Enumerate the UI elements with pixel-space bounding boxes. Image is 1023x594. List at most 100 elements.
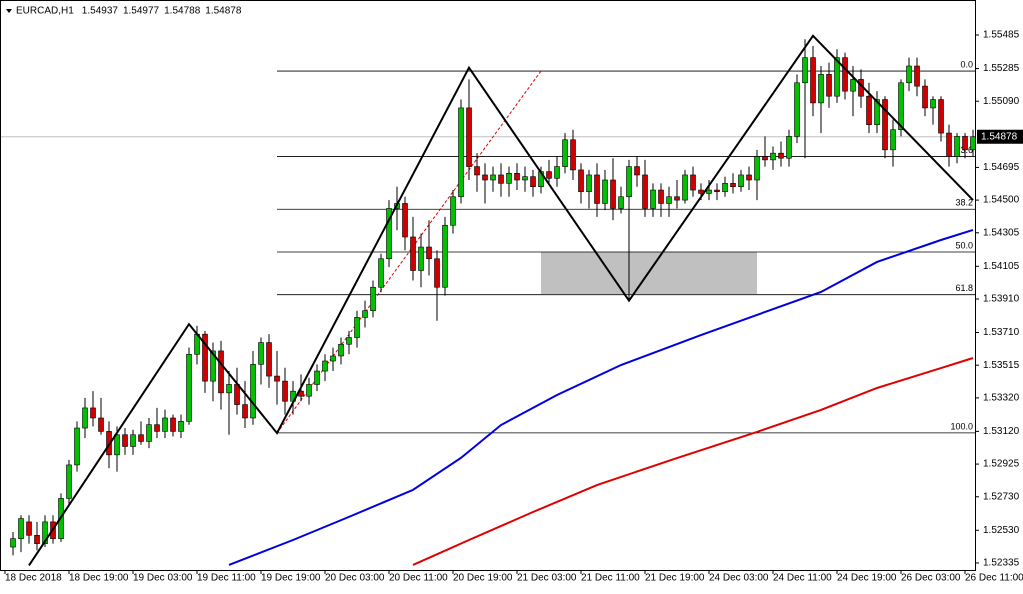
candle-body: [890, 129, 896, 151]
y-tick-label: 1.53515: [983, 360, 1020, 371]
fib-label: 50.0: [955, 240, 973, 250]
candle-body: [586, 174, 592, 193]
candle-body: [378, 258, 384, 288]
candle-body: [762, 156, 768, 161]
candle-body: [562, 139, 568, 167]
fib-label: 0.0: [960, 59, 973, 69]
y-tick-label: 1.54105: [983, 261, 1020, 272]
candle-body: [154, 424, 160, 432]
candle-body: [322, 360, 328, 372]
y-tick-label: 1.54695: [983, 162, 1020, 173]
candle-body: [306, 384, 312, 397]
candle-body: [186, 353, 192, 422]
candle-body: [466, 107, 472, 167]
candle-body: [370, 286, 376, 312]
candle-body: [34, 535, 40, 544]
header-value: 1.54788: [164, 6, 201, 17]
axes: 1.55485 1.55285 1.55090 1.54695 1.54500 1.543…: [4, 30, 1023, 584]
candle-body: [458, 107, 464, 198]
x-tick-label: 26 Dec 03:00: [901, 573, 961, 584]
candle-body: [410, 236, 416, 271]
candle-body: [746, 174, 752, 181]
x-tick-label: 21 Dec 03:00: [517, 573, 577, 584]
candle-body: [962, 136, 968, 151]
x-tick-label: 21 Dec 11:00: [581, 573, 640, 584]
candle-body: [162, 417, 168, 432]
candle-body: [810, 57, 816, 104]
candle-body: [98, 417, 104, 432]
y-tick-label: 1.54305: [983, 227, 1020, 238]
x-tick-label: 26 Dec 11:00: [965, 573, 1023, 584]
candle-body: [730, 183, 736, 187]
candle-body: [922, 85, 928, 109]
symbol: EURCAD,H1: [16, 6, 74, 17]
candle-body: [210, 350, 216, 382]
candle-body: [274, 375, 280, 382]
fib-label: 61.8: [955, 283, 973, 293]
candle-body: [90, 407, 96, 419]
candle-body: [202, 333, 208, 382]
y-tick-label: 1.53910: [983, 294, 1020, 305]
candle-body: [554, 166, 560, 179]
candle-body: [610, 179, 616, 209]
candle-body: [642, 174, 648, 209]
candle-body: [266, 342, 272, 377]
candle-body: [402, 203, 408, 238]
candle-body: [802, 57, 808, 84]
candle-body: [578, 169, 584, 193]
y-tick-label: 1.52530: [983, 525, 1020, 536]
fib-label: 38.2: [955, 198, 973, 208]
candle-body: [506, 172, 512, 184]
x-tick-label: 20 Dec 11:00: [389, 573, 448, 584]
candle-body: [626, 166, 632, 198]
x-tick-label: 24 Dec 11:00: [773, 573, 832, 584]
candle-body: [474, 166, 480, 176]
candle-body: [234, 384, 240, 405]
y-tick-label: 1.55090: [983, 96, 1020, 107]
y-tick-label: 1.52335: [983, 558, 1020, 569]
fib-label: 100.0: [950, 421, 973, 431]
candle-body: [546, 171, 552, 179]
y-tick-label: 1.55285: [983, 63, 1020, 74]
candle-body: [490, 174, 496, 181]
candle-body: [842, 57, 848, 92]
header-value: 1.54878: [205, 6, 242, 17]
candle-body: [178, 421, 184, 432]
candle-body: [834, 57, 840, 97]
candle-body: [354, 317, 360, 338]
candle-body: [226, 384, 232, 394]
candle-body: [74, 427, 80, 466]
candle-body: [434, 258, 440, 288]
candle-body: [818, 74, 824, 104]
candle-body: [18, 518, 24, 539]
y-tick-label: 1.52730: [983, 491, 1020, 502]
candle-body: [850, 79, 856, 92]
candle-body: [898, 82, 904, 131]
candle-body: [690, 174, 696, 191]
candle-body: [42, 521, 48, 544]
candle-body: [426, 246, 432, 260]
candle-body: [130, 434, 136, 447]
candle-body: [10, 538, 16, 548]
y-tick-label: 1.53320: [983, 393, 1020, 404]
menu-icon[interactable]: [6, 9, 12, 13]
candle-body: [450, 196, 456, 226]
header-value: 1.54937: [82, 6, 119, 17]
candle-body: [386, 208, 392, 260]
candle-body: [522, 176, 528, 181]
x-tick-label: 24 Dec 19:00: [837, 573, 897, 584]
moving-average: [412, 357, 974, 566]
candle-body: [26, 521, 32, 536]
candle-body: [250, 364, 256, 419]
candle-body: [114, 434, 120, 456]
candle-body: [218, 350, 224, 394]
candle-body: [714, 189, 720, 193]
candle-body: [914, 65, 920, 87]
x-tick-label: 19 Dec 11:00: [197, 573, 256, 584]
candle-body: [594, 174, 600, 204]
candle-body: [786, 136, 792, 159]
x-tick-label: 19 Dec 19:00: [261, 573, 321, 584]
zigzag: [28, 34, 974, 567]
